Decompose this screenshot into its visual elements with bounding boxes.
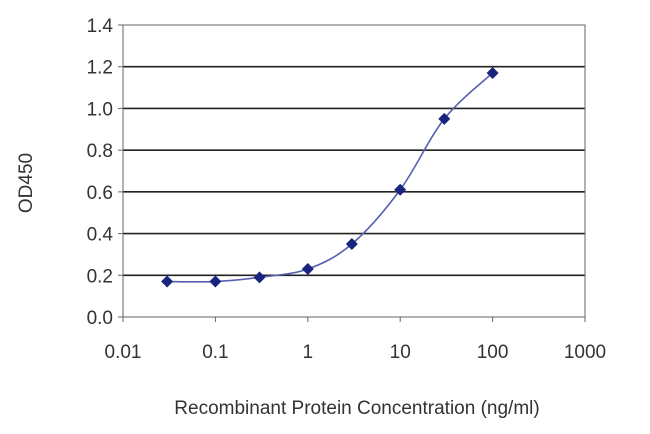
- y-tick-label: 0.4: [87, 225, 114, 246]
- y-tick-label: 1.0: [87, 99, 113, 120]
- x-tick-label: 1000: [564, 342, 606, 363]
- y-tick-label: 0.8: [87, 141, 113, 162]
- y-tick-label: 0.6: [87, 183, 113, 204]
- series-points: [161, 66, 499, 288]
- data-point: [301, 263, 314, 276]
- data-point: [486, 66, 499, 79]
- y-tick-label: 1.4: [87, 16, 114, 37]
- y-axis-ticks: 0.0 0.2 0.4 0.6 0.8 1.0 1.2 1.4: [87, 16, 123, 329]
- x-tick-label: 100: [477, 342, 509, 363]
- data-point: [209, 275, 222, 288]
- plot-frame: [122, 24, 586, 318]
- x-axis-title: Recombinant Protein Concentration (ng/ml…: [174, 398, 539, 419]
- x-axis-ticks: 0.01 0.1 1 10 100 1000: [105, 317, 606, 363]
- data-point: [394, 183, 407, 196]
- grid: [123, 65, 585, 277]
- x-tick-label: 1: [303, 342, 314, 363]
- series-curve: [167, 72, 494, 283]
- x-tick-label: 10: [390, 342, 411, 363]
- x-tick-label: 0.01: [105, 342, 142, 363]
- data-point: [438, 112, 451, 125]
- data-point: [345, 238, 358, 250]
- y-axis-title: OD450: [16, 153, 37, 213]
- data-point: [253, 271, 266, 284]
- y-tick-label: 0.2: [87, 266, 113, 287]
- y-tick-label: 1.2: [87, 58, 113, 79]
- y-tick-label: 0.0: [87, 308, 113, 329]
- x-tick-label: 0.1: [202, 342, 228, 363]
- data-point: [161, 275, 174, 288]
